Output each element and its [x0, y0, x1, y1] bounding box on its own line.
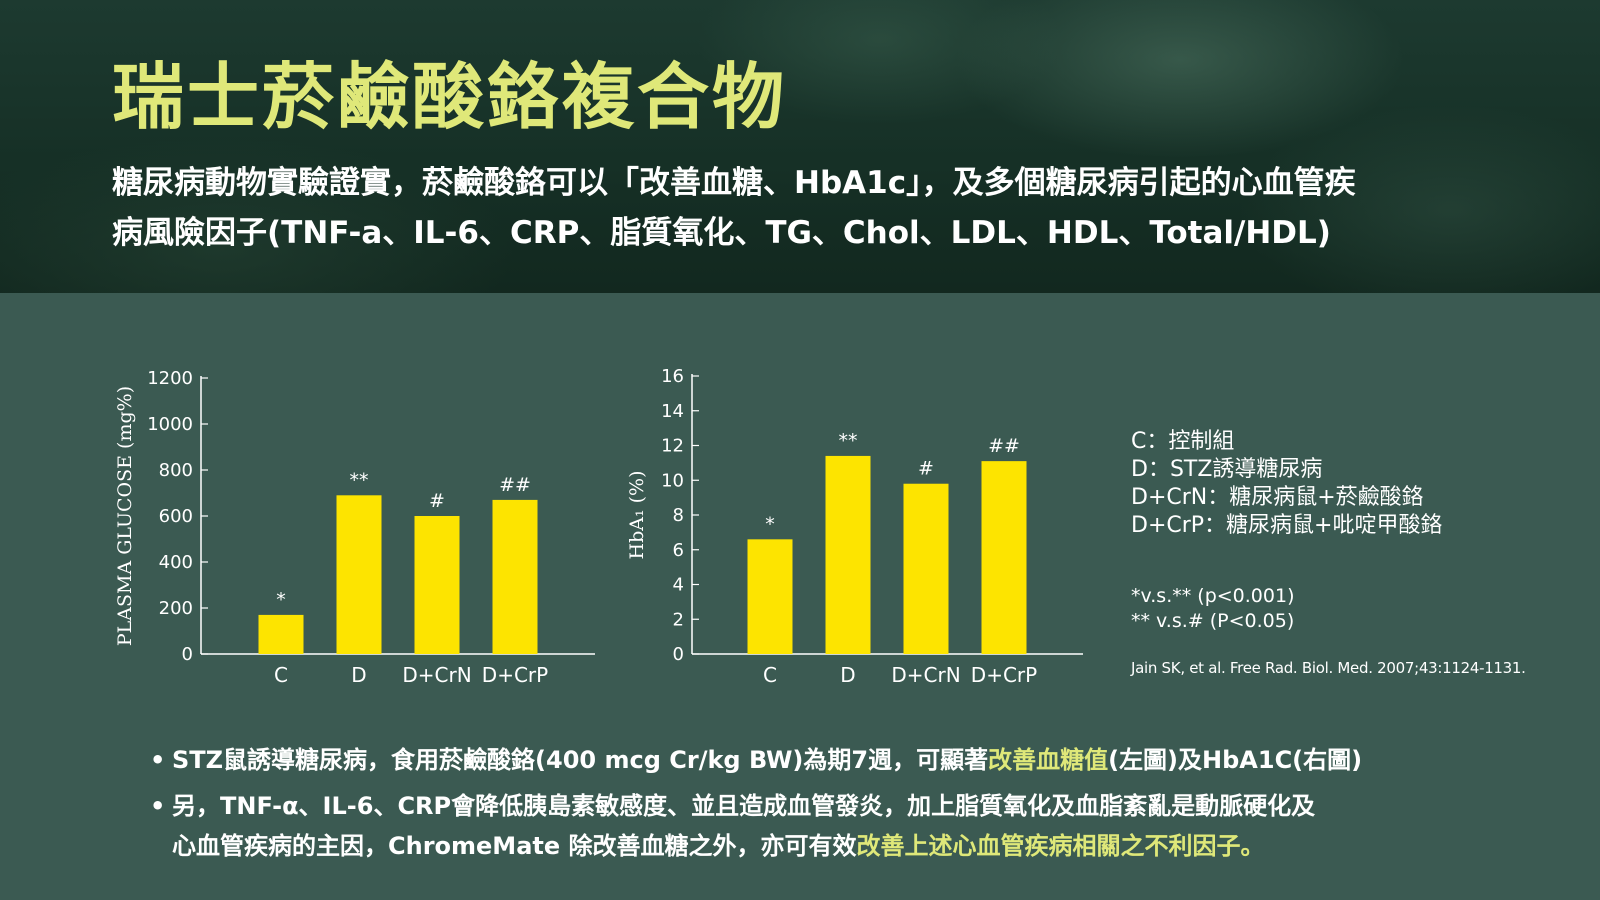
legend-item-d-crp: D+CrP：糖尿病鼠+吡啶甲酸鉻 — [1131, 513, 1443, 538]
bar-d-crp — [492, 499, 538, 654]
bullet-1-highlight: 改善血糖值 — [988, 746, 1109, 774]
bullet-text: STZ鼠誘導糖尿病，食用菸鹼酸鉻(400 mcg Cr/kg BW)為期7週，可… — [172, 740, 1362, 780]
y-tick-label: 1000 — [147, 414, 193, 435]
y-tick-label: 200 — [159, 598, 193, 619]
page-title: 瑞士菸鹼酸鉻複合物 — [112, 55, 788, 139]
y-tick-label: 12 — [661, 436, 684, 457]
y-tick-label: 8 — [673, 505, 684, 526]
legend-item-c: C：控制組 — [1131, 429, 1235, 454]
significance-note-1: *v.s.** (p<0.001) — [1131, 585, 1295, 607]
y-tick-label: 400 — [159, 552, 193, 573]
significance-note-2: ** v.s.# (P<0.05) — [1131, 610, 1295, 632]
x-category-label: D+CrN — [891, 663, 960, 687]
significance-marker: ## — [988, 435, 1020, 457]
y-tick-label: 0 — [673, 644, 684, 665]
citation: Jain SK, et al. Free Rad. Biol. Med. 200… — [1131, 659, 1526, 677]
significance-marker: # — [429, 490, 445, 512]
bullet-1-text-end: (左圖)及HbA1C(右圖) — [1108, 746, 1363, 774]
bullet-list: • STZ鼠誘導糖尿病，食用菸鹼酸鉻(400 mcg Cr/kg BW)為期7週… — [150, 740, 1480, 872]
bar-c — [747, 539, 793, 654]
x-category-label: D — [840, 663, 855, 687]
x-category-label: D+CrP — [971, 663, 1037, 687]
glucose-bar-chart: PLASMA GLUCOSE (mg%) 0 200 400 600 800 1000 120… — [114, 368, 595, 687]
y-tick-label: 6 — [673, 540, 684, 561]
y-axis-label: PLASMA GLUCOSE (mg%) — [114, 386, 136, 646]
chart-legend: C：控制組 D：STZ誘導糖尿病 D+CrN：糖尿病鼠+菸鹼酸鉻 D+CrP：糖… — [1131, 428, 1442, 540]
bullet-2-line-2: 心血管疾病的主因，ChromeMate 除改善血糖之外，亦可有效 — [172, 832, 857, 860]
bullet-text: 另，TNF-α、IL-6、CRP會降低胰島素敏感度、並且造成血管發炎，加上脂質氧… — [172, 786, 1315, 866]
bullet-item: • 另，TNF-α、IL-6、CRP會降低胰島素敏感度、並且造成血管發炎，加上脂… — [150, 786, 1480, 866]
y-tick-label: 4 — [673, 575, 684, 596]
bar-d — [825, 455, 871, 654]
bullet-2-line-1: 另，TNF-α、IL-6、CRP會降低胰島素敏感度、並且造成血管發炎，加上脂質氧… — [172, 792, 1316, 820]
y-tick-label: 10 — [661, 470, 684, 491]
bar-c — [258, 614, 304, 654]
y-tick-label: 1200 — [147, 368, 193, 389]
bar-d — [336, 495, 382, 654]
significance-notes: *v.s.** (p<0.001) ** v.s.# (P<0.05) — [1131, 584, 1295, 634]
hba1-bar-chart: HbA₁ (%) 0 2 4 6 8 10 12 14 16 C * D ** D+CrN # D+CrP ## — [626, 366, 1083, 687]
significance-marker: * — [276, 589, 286, 611]
header-banner — [0, 0, 1600, 293]
bullet-dot-icon: • — [150, 792, 166, 820]
y-axis-label: HbA₁ (%) — [626, 471, 648, 560]
subtitle-line-1: 糖尿病動物實驗證實，菸鹼酸鉻可以「改善血糖、HbA1c」，及多個糖尿病引起的心血… — [112, 165, 1356, 201]
y-tick-label: 800 — [159, 460, 193, 481]
x-category-label: C — [763, 663, 777, 687]
significance-marker: ** — [839, 430, 858, 452]
y-tick-label: 14 — [661, 401, 684, 422]
bar-d-crn — [414, 516, 460, 654]
significance-marker: # — [918, 458, 934, 480]
bar-d-crp — [981, 461, 1027, 654]
x-category-label: D+CrP — [482, 663, 548, 687]
significance-marker: * — [765, 513, 775, 535]
y-tick-label: 600 — [159, 506, 193, 527]
x-category-label: D — [351, 663, 366, 687]
x-category-label: D+CrN — [402, 663, 471, 687]
bullet-item: • STZ鼠誘導糖尿病，食用菸鹼酸鉻(400 mcg Cr/kg BW)為期7週… — [150, 740, 1480, 780]
y-tick-label: 2 — [673, 609, 684, 630]
y-tick-label: 16 — [661, 366, 684, 387]
significance-marker: ## — [499, 474, 531, 496]
bar-d-crn — [903, 483, 949, 654]
page-subtitle: 糖尿病動物實驗證實，菸鹼酸鉻可以「改善血糖、HbA1c」，及多個糖尿病引起的心血… — [112, 158, 1532, 258]
bullet-2-highlight: 改善上述心血管疾病相關之不利因子。 — [856, 832, 1265, 860]
y-tick-label: 0 — [182, 644, 193, 665]
subtitle-line-2: 病風險因子(TNF-a、IL-6、CRP、脂質氧化、TG、Chol、LDL、HD… — [112, 215, 1331, 251]
legend-item-d: D：STZ誘導糖尿病 — [1131, 457, 1323, 482]
legend-item-d-crn: D+CrN：糖尿病鼠+菸鹼酸鉻 — [1131, 485, 1424, 510]
bullet-1-text: STZ鼠誘導糖尿病，食用菸鹼酸鉻(400 mcg Cr/kg BW)為期7週，可… — [172, 746, 989, 774]
bullet-dot-icon: • — [150, 746, 166, 774]
significance-marker: ** — [350, 469, 369, 491]
x-category-label: C — [274, 663, 288, 687]
